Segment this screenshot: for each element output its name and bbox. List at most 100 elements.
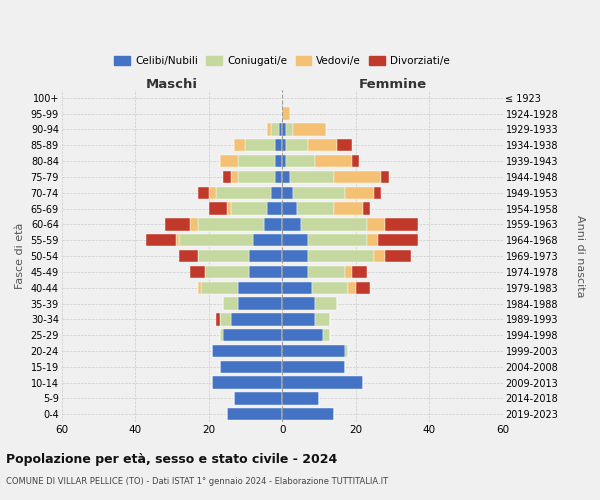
Bar (253, 234, 282, 246)
Bar (282, 329, 323, 342)
Text: Popolazione per età, sesso e stato civile - 2024: Popolazione per età, sesso e stato civil… (6, 452, 337, 466)
Bar (271, 186, 282, 199)
Bar (282, 408, 334, 420)
Bar (238, 170, 275, 183)
Bar (275, 155, 282, 167)
Bar (301, 218, 367, 230)
Bar (308, 139, 337, 151)
Bar (297, 202, 334, 214)
Bar (356, 282, 370, 294)
Bar (385, 218, 418, 230)
Bar (334, 202, 363, 214)
Bar (293, 123, 326, 136)
Text: Maschi: Maschi (146, 78, 198, 90)
Bar (220, 329, 223, 342)
Bar (176, 234, 179, 246)
Bar (282, 313, 315, 326)
Bar (197, 186, 209, 199)
Bar (275, 139, 282, 151)
Bar (216, 186, 271, 199)
Bar (231, 170, 238, 183)
Bar (235, 392, 282, 404)
Bar (278, 123, 282, 136)
Bar (268, 123, 271, 136)
Bar (197, 282, 202, 294)
Bar (249, 266, 282, 278)
Bar (374, 250, 385, 262)
Bar (227, 202, 231, 214)
Bar (282, 170, 290, 183)
Bar (164, 218, 190, 230)
Bar (308, 250, 374, 262)
Bar (238, 155, 275, 167)
Bar (212, 345, 282, 357)
Bar (268, 202, 282, 214)
Bar (209, 202, 227, 214)
Bar (334, 170, 382, 183)
Bar (179, 250, 197, 262)
Bar (249, 250, 282, 262)
Bar (282, 392, 319, 404)
Bar (212, 376, 282, 389)
Bar (220, 155, 238, 167)
Bar (235, 139, 245, 151)
Bar (282, 139, 286, 151)
Bar (223, 329, 282, 342)
Bar (363, 202, 370, 214)
Y-axis label: Fasce di età: Fasce di età (15, 223, 25, 289)
Bar (352, 266, 367, 278)
Legend: Celibi/Nubili, Coniugati/e, Vedovi/e, Divorziati/e: Celibi/Nubili, Coniugati/e, Vedovi/e, Di… (110, 52, 454, 70)
Bar (245, 139, 275, 151)
Bar (282, 266, 308, 278)
Bar (282, 186, 293, 199)
Bar (264, 218, 282, 230)
Bar (205, 266, 249, 278)
Bar (190, 218, 197, 230)
Bar (315, 155, 352, 167)
Bar (323, 329, 330, 342)
Bar (190, 266, 205, 278)
Bar (282, 250, 308, 262)
Bar (286, 139, 308, 151)
Bar (282, 360, 344, 373)
Bar (197, 218, 264, 230)
Bar (282, 123, 286, 136)
Bar (315, 313, 330, 326)
Bar (220, 313, 231, 326)
Bar (290, 170, 334, 183)
Bar (367, 234, 378, 246)
Bar (308, 234, 367, 246)
Bar (349, 282, 356, 294)
Bar (197, 250, 249, 262)
Bar (238, 298, 282, 310)
Bar (282, 218, 301, 230)
Bar (282, 376, 363, 389)
Bar (315, 298, 337, 310)
Bar (382, 170, 389, 183)
Bar (231, 202, 268, 214)
Bar (179, 234, 253, 246)
Bar (231, 313, 282, 326)
Bar (352, 155, 359, 167)
Bar (271, 123, 278, 136)
Bar (311, 282, 349, 294)
Bar (282, 298, 315, 310)
Bar (282, 202, 297, 214)
Bar (202, 282, 238, 294)
Bar (275, 170, 282, 183)
Bar (282, 234, 308, 246)
Bar (146, 234, 176, 246)
Bar (293, 186, 344, 199)
Text: COMUNE DI VILLAR PELLICE (TO) - Dati ISTAT 1° gennaio 2024 - Elaborazione TUTTIT: COMUNE DI VILLAR PELLICE (TO) - Dati IST… (6, 478, 388, 486)
Bar (308, 266, 344, 278)
Bar (374, 186, 382, 199)
Bar (223, 170, 231, 183)
Bar (286, 123, 293, 136)
Bar (227, 408, 282, 420)
Bar (337, 139, 352, 151)
Text: Femmine: Femmine (358, 78, 427, 90)
Bar (344, 345, 349, 357)
Bar (282, 108, 290, 120)
Bar (282, 345, 344, 357)
Bar (282, 282, 311, 294)
